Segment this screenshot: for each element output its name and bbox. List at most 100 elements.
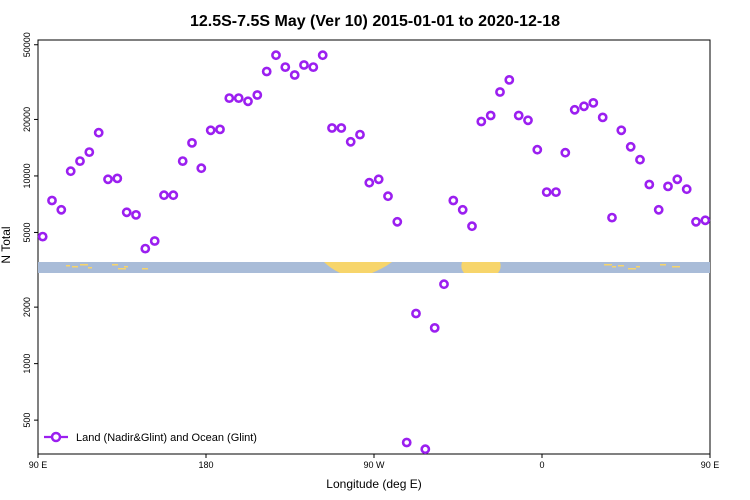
data-point — [635, 154, 645, 165]
data-point — [383, 191, 393, 202]
data-point — [159, 190, 169, 201]
island-mark — [88, 267, 92, 269]
island-mark — [66, 265, 70, 267]
legend-label: Land (Nadir&Glint) and Ocean (Glint) — [76, 432, 257, 444]
data-point — [196, 163, 207, 174]
data-point — [177, 156, 188, 166]
island-mark — [628, 268, 636, 270]
data-point — [131, 209, 141, 220]
y-tick-label: 20000 — [22, 107, 32, 132]
data-point — [495, 87, 505, 97]
y-tick-label: 50000 — [22, 32, 32, 57]
island-mark — [124, 266, 128, 268]
island-mark — [604, 264, 612, 266]
data-point — [75, 156, 85, 166]
data-point — [625, 141, 636, 152]
data-point — [121, 207, 132, 218]
data-point — [308, 62, 319, 72]
data-point — [569, 104, 580, 115]
data-point — [168, 190, 179, 201]
data-point — [47, 195, 57, 206]
data-point — [224, 93, 235, 103]
data-point — [551, 187, 561, 197]
data-point — [513, 110, 524, 121]
map-band — [38, 262, 710, 273]
data-point — [691, 216, 701, 227]
data-point — [579, 101, 589, 112]
x-tick-label: 90 E — [29, 460, 48, 470]
data-point — [560, 147, 571, 158]
data-point — [663, 181, 673, 192]
data-point — [401, 437, 412, 448]
data-point — [523, 115, 533, 126]
y-tick-label: 2000 — [22, 297, 32, 317]
y-axis-label: N Total — [0, 226, 13, 263]
plot-frame — [37, 39, 711, 455]
data-point — [93, 127, 104, 138]
data-point — [439, 279, 449, 290]
data-point — [56, 204, 67, 215]
data-point — [149, 236, 160, 246]
data-point — [233, 93, 244, 103]
x-tick-label: 180 — [198, 460, 213, 470]
island-mark — [636, 266, 640, 268]
y-axis: 500 1000 2000 5000 10000 20000 50000 — [22, 32, 38, 428]
data-point — [37, 231, 48, 242]
y-tick-label: 500 — [22, 413, 32, 428]
data-point — [541, 187, 552, 197]
data-point — [187, 137, 197, 148]
data-point — [205, 125, 216, 136]
data-point — [103, 174, 113, 185]
island-mark — [118, 268, 126, 270]
data-point — [457, 204, 468, 215]
data-point — [373, 174, 384, 185]
data-point — [299, 60, 309, 70]
data-point — [243, 96, 253, 107]
land-africa — [461, 262, 501, 273]
data-point — [616, 125, 627, 136]
data-point — [140, 243, 151, 254]
data-point — [84, 147, 95, 157]
island-mark — [142, 268, 148, 270]
data-point — [411, 308, 421, 319]
land-south-america — [324, 262, 392, 273]
data-point — [532, 144, 543, 155]
data-point — [467, 221, 477, 232]
data-point — [672, 174, 683, 185]
data-point — [261, 66, 272, 77]
data-point — [317, 50, 328, 61]
data-point — [588, 98, 599, 108]
data-point — [271, 50, 281, 61]
data-point — [252, 90, 263, 100]
y-tick-label: 10000 — [22, 163, 32, 188]
data-point — [681, 184, 692, 195]
x-tick-label: 90 E — [701, 460, 720, 470]
island-mark — [80, 264, 88, 266]
x-axis-label: Longitude (deg E) — [326, 477, 421, 491]
data-point — [448, 195, 459, 206]
island-mark — [672, 266, 680, 268]
data-point — [504, 75, 515, 85]
island-mark — [618, 265, 624, 267]
data-point — [644, 179, 655, 190]
y-tick-label: 5000 — [22, 222, 32, 242]
y-tick-label: 1000 — [22, 354, 32, 374]
data-point — [355, 129, 365, 140]
data-point — [420, 444, 431, 455]
chart-title: 12.5S-7.5S May (Ver 10) 2015-01-01 to 20… — [190, 13, 560, 30]
data-points — [37, 50, 711, 455]
data-point — [700, 215, 711, 226]
island-mark — [660, 264, 666, 266]
data-point — [289, 70, 300, 80]
data-point — [607, 212, 617, 223]
data-point — [65, 166, 76, 177]
island-mark — [72, 266, 78, 268]
data-point — [215, 124, 225, 135]
island-mark — [612, 266, 616, 268]
x-tick-label: 0 — [539, 460, 544, 470]
data-point — [364, 177, 375, 188]
island-mark — [112, 264, 118, 266]
data-point — [345, 136, 356, 147]
x-tick-label: 90 W — [363, 460, 385, 470]
